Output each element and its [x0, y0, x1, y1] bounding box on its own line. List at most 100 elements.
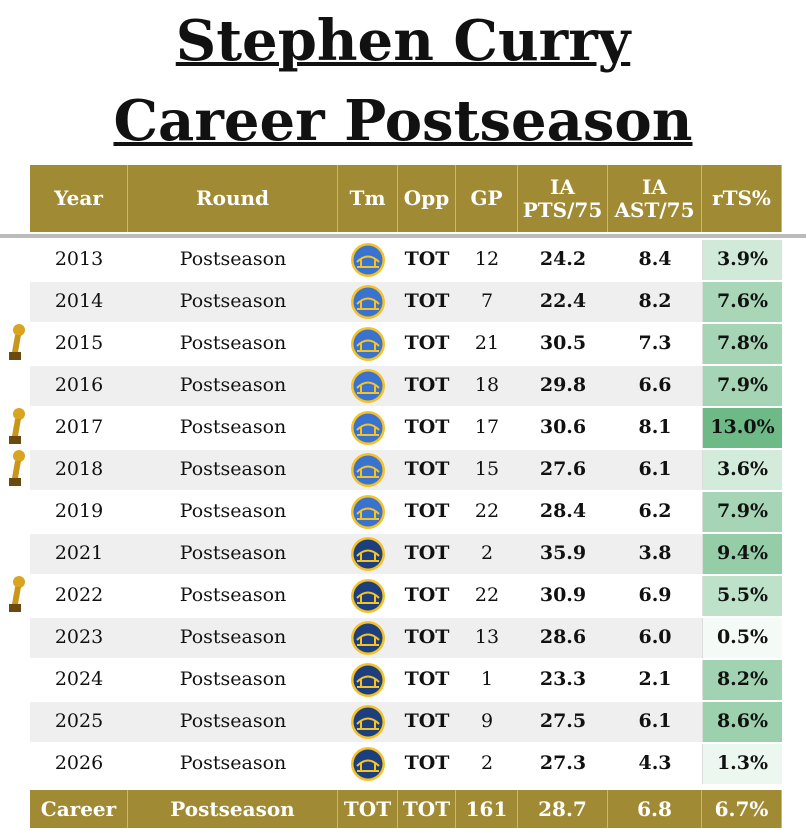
cell-gp: 13 — [474, 626, 500, 649]
team-logo — [338, 492, 398, 532]
cell-rts: 13.0% — [702, 408, 782, 448]
cell-year: 2015 — [54, 332, 104, 355]
footer-cell: 6.8 — [608, 790, 702, 828]
team-logo — [338, 576, 398, 616]
logo — [351, 243, 385, 277]
cell-gp: 15 — [474, 458, 500, 481]
logo — [351, 327, 385, 361]
cell-pts: 27.3 — [539, 752, 587, 775]
cell-pts: 29.8 — [539, 374, 587, 397]
header-cell: IA AST/75 — [608, 165, 702, 232]
cell-gp: 22 — [474, 500, 500, 523]
logo — [351, 495, 385, 529]
cell-year: 2019 — [54, 500, 104, 523]
cell-gp: 2 — [480, 542, 494, 565]
cell-opp: TOT — [404, 626, 450, 649]
cell-gp: 12 — [474, 248, 500, 271]
cell-gp: 1 — [480, 668, 494, 691]
trophy-icon — [4, 444, 30, 492]
title-line: Stephen Curry — [175, 8, 631, 74]
logo — [351, 705, 385, 739]
team-logo — [338, 282, 398, 322]
team-logo — [338, 366, 398, 406]
trophy — [9, 324, 25, 360]
logo — [351, 579, 385, 613]
cell-pts: 30.6 — [539, 416, 587, 439]
cell-ast: 8.1 — [638, 416, 672, 439]
cell-gp: 2 — [480, 752, 494, 775]
cell-ast: 7.3 — [638, 332, 672, 355]
row-background — [30, 408, 782, 448]
trophy-icon — [4, 570, 30, 618]
cell-ast: 8.2 — [638, 290, 672, 313]
separator — [0, 234, 806, 238]
cell-year: 2013 — [54, 248, 104, 271]
row-background — [30, 534, 782, 574]
logo — [351, 369, 385, 403]
cell-pts: 30.5 — [539, 332, 587, 355]
row-background — [30, 744, 782, 784]
cell-year: 2021 — [54, 542, 104, 565]
row-background — [30, 576, 782, 616]
cell-opp: TOT — [404, 584, 450, 607]
cell-rts: 1.3% — [702, 744, 782, 784]
cell-round: Postseason — [179, 248, 287, 271]
cell-rts: 7.9% — [702, 366, 782, 406]
cell-ast: 8.4 — [638, 248, 672, 271]
cell-year: 2014 — [54, 290, 104, 313]
cell-year: 2016 — [54, 374, 104, 397]
logo — [351, 537, 385, 571]
cell-gp: 17 — [474, 416, 500, 439]
cell-gp: 9 — [480, 710, 494, 733]
cell-round: Postseason — [179, 668, 287, 691]
row-background — [30, 240, 782, 280]
cell-pts: 27.6 — [539, 458, 587, 481]
cell-opp: TOT — [404, 542, 450, 565]
cell-opp: TOT — [404, 248, 450, 271]
footer-cell: 28.7 — [518, 790, 608, 828]
team-logo — [338, 744, 398, 784]
cell-gp: 18 — [474, 374, 500, 397]
cell-ast: 6.1 — [638, 710, 672, 733]
cell-round: Postseason — [179, 752, 287, 775]
cell-year: 2026 — [54, 752, 104, 775]
cell-rts: 5.5% — [702, 576, 782, 616]
cell-rts: 7.8% — [702, 324, 782, 364]
trophy-icon — [4, 318, 30, 366]
trophy — [9, 576, 25, 612]
cell-opp: TOT — [404, 500, 450, 523]
cell-gp: 21 — [474, 332, 500, 355]
cell-pts: 22.4 — [539, 290, 587, 313]
cell-pts: 27.5 — [539, 710, 587, 733]
logo — [351, 663, 385, 697]
cell-round: Postseason — [179, 584, 287, 607]
cell-opp: TOT — [404, 710, 450, 733]
cell-opp: TOT — [404, 752, 450, 775]
header-cell: GP — [456, 165, 518, 232]
cell-ast: 2.1 — [638, 668, 672, 691]
cell-ast: 6.9 — [638, 584, 672, 607]
cell-year: 2018 — [54, 458, 104, 481]
row-background — [30, 492, 782, 532]
cell-round: Postseason — [179, 626, 287, 649]
cell-round: Postseason — [179, 710, 287, 733]
cell-round: Postseason — [179, 374, 287, 397]
cell-rts: 8.2% — [702, 660, 782, 700]
team-logo — [338, 450, 398, 490]
team-logo — [338, 702, 398, 742]
header-cell: IA PTS/75 — [518, 165, 608, 232]
logo — [351, 747, 385, 781]
cell-ast: 3.8 — [638, 542, 672, 565]
cell-rts: 8.6% — [702, 702, 782, 742]
row-background — [30, 660, 782, 700]
row-background — [30, 450, 782, 490]
team-logo — [338, 660, 398, 700]
footer-cell: 161 — [456, 790, 518, 828]
row-background — [30, 282, 782, 322]
cell-pts: 23.3 — [539, 668, 587, 691]
cell-pts: 28.6 — [539, 626, 587, 649]
cell-round: Postseason — [179, 332, 287, 355]
header-cell: Round — [128, 165, 338, 232]
logo — [351, 621, 385, 655]
cell-ast: 6.6 — [638, 374, 672, 397]
